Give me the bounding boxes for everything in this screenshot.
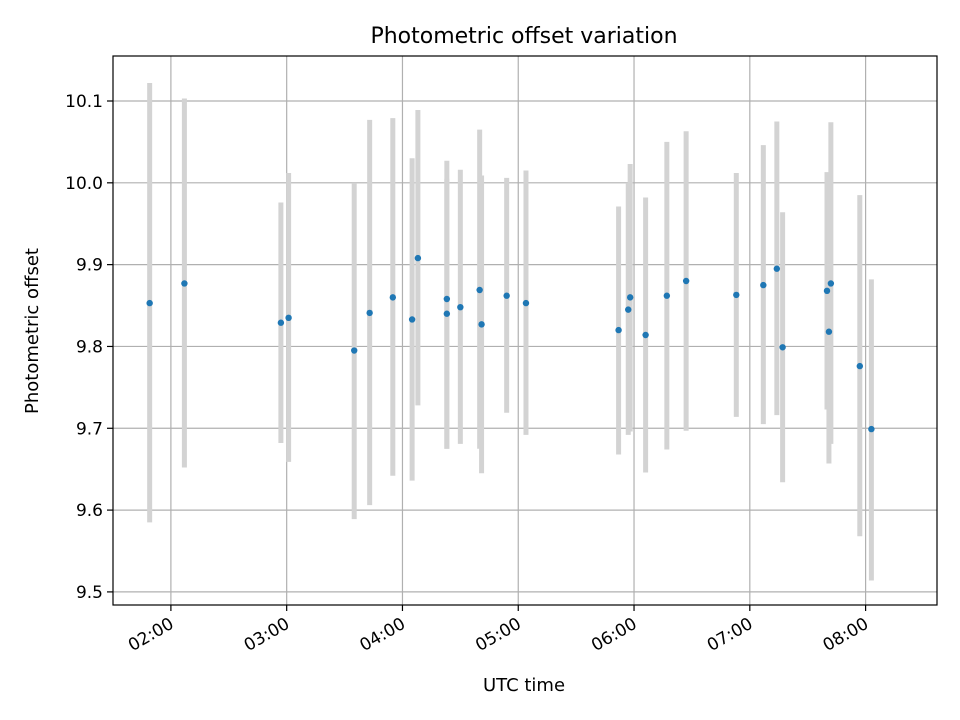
data-point bbox=[615, 326, 622, 334]
y-tick-label: 9.8 bbox=[76, 337, 103, 357]
y-tick-label: 10.1 bbox=[65, 92, 103, 112]
data-point bbox=[389, 294, 397, 301]
data-point bbox=[773, 265, 781, 272]
data-point bbox=[823, 287, 831, 295]
data-point bbox=[856, 362, 864, 370]
y-tick-label: 9.5 bbox=[76, 583, 103, 603]
chart-title: Photometric offset variation bbox=[370, 24, 677, 49]
data-points bbox=[146, 254, 875, 433]
x-axis-label: UTC time bbox=[483, 675, 565, 696]
data-point bbox=[522, 299, 530, 307]
data-point bbox=[733, 291, 740, 299]
data-point bbox=[366, 309, 373, 317]
y-tick-label: 10.0 bbox=[65, 174, 103, 194]
y-tick-label: 9.9 bbox=[76, 256, 103, 276]
data-point bbox=[682, 277, 690, 285]
data-point bbox=[181, 280, 188, 287]
data-point bbox=[457, 303, 464, 311]
data-point bbox=[663, 292, 671, 299]
data-point bbox=[827, 280, 835, 287]
data-point bbox=[642, 331, 649, 339]
data-point bbox=[443, 310, 451, 317]
y-tick-label: 9.6 bbox=[76, 501, 103, 521]
data-point bbox=[476, 286, 483, 294]
plot-frame bbox=[112, 55, 938, 606]
data-point bbox=[825, 328, 833, 335]
data-point bbox=[351, 347, 358, 354]
data-point bbox=[408, 316, 416, 323]
data-point bbox=[478, 321, 485, 328]
data-point bbox=[285, 314, 292, 322]
data-point bbox=[626, 294, 634, 301]
data-point bbox=[443, 295, 451, 303]
data-point bbox=[277, 319, 285, 326]
y-axis-label: Photometric offset bbox=[22, 248, 43, 414]
data-point bbox=[760, 281, 767, 289]
data-point bbox=[868, 425, 875, 433]
data-point bbox=[625, 306, 632, 313]
data-point bbox=[414, 254, 422, 262]
y-tick-label: 9.7 bbox=[76, 419, 103, 439]
data-point bbox=[503, 292, 510, 299]
y-axis-ticks: 9.5 9.6 9.7 9.8 9.9 10.0 10.1 bbox=[65, 92, 113, 603]
data-point bbox=[146, 299, 153, 307]
data-point bbox=[779, 344, 786, 351]
